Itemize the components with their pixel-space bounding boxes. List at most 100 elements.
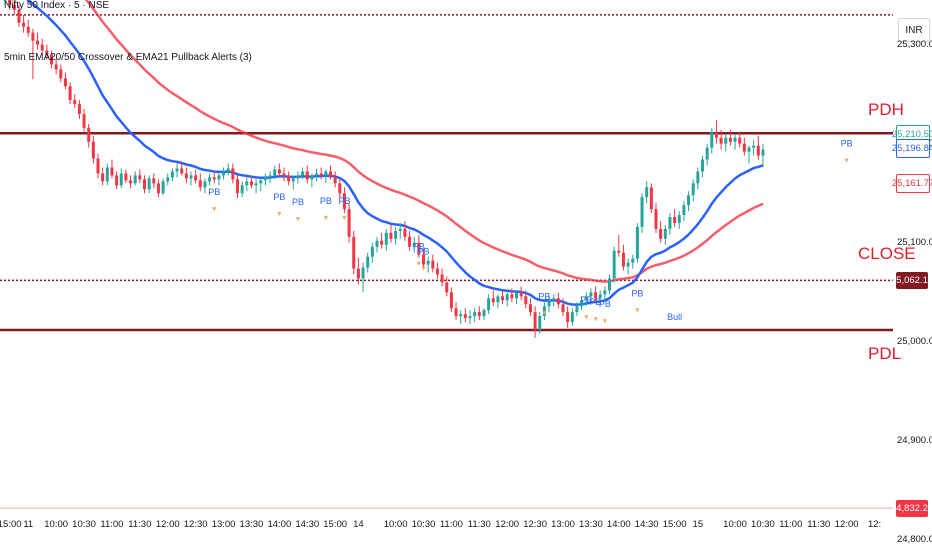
signal-arrow xyxy=(212,207,217,212)
signal-label: PB xyxy=(841,139,853,149)
signal-label: PB xyxy=(320,196,332,206)
candle xyxy=(673,209,677,227)
candle xyxy=(677,211,681,229)
candle xyxy=(584,292,588,307)
ema-slow-line xyxy=(84,0,764,283)
candle-body xyxy=(129,180,133,184)
candle-body xyxy=(594,292,598,299)
candle-body xyxy=(231,168,235,180)
signal-arrow xyxy=(421,266,426,271)
x-tick-label: 13:00 xyxy=(551,519,575,530)
candle-body xyxy=(589,292,593,297)
candle xyxy=(170,168,174,182)
price-tag: 25,196.84 xyxy=(892,138,932,158)
signal-label: PB xyxy=(292,197,304,207)
candle-body xyxy=(338,183,342,194)
candle-body xyxy=(212,177,216,180)
candle xyxy=(249,175,253,189)
y-tick-label: 24,800.00 xyxy=(897,534,932,546)
candle-body xyxy=(73,100,77,105)
currency-button[interactable]: INR xyxy=(898,18,930,42)
candle xyxy=(733,133,737,150)
candle-body xyxy=(654,209,658,229)
candle-body xyxy=(87,127,91,142)
candle xyxy=(533,306,537,338)
candle xyxy=(370,242,374,263)
candle-body xyxy=(240,185,244,194)
candle xyxy=(356,257,360,285)
candle-body xyxy=(631,258,635,263)
signal-arrow xyxy=(416,261,421,266)
candle xyxy=(8,0,12,10)
candle-body xyxy=(147,178,151,190)
price-tag: 25,062.10 xyxy=(891,272,932,290)
candle xyxy=(277,163,281,176)
candle-body xyxy=(263,177,267,181)
candle xyxy=(236,175,239,199)
candle-body xyxy=(352,236,356,269)
candle xyxy=(682,201,686,221)
signal-marker: PB xyxy=(580,295,592,320)
candle-body xyxy=(361,267,365,279)
candle-body xyxy=(510,294,514,299)
signal-label: PB xyxy=(338,196,350,206)
candle xyxy=(742,137,746,156)
candle xyxy=(152,173,156,189)
x-tick-label: 15 xyxy=(692,519,704,530)
candle xyxy=(398,222,402,239)
candle xyxy=(319,167,323,180)
candle-body xyxy=(133,175,137,184)
candle-body xyxy=(203,181,207,188)
signal-label: PB xyxy=(599,299,611,309)
candle xyxy=(166,173,170,186)
candle-body xyxy=(580,300,584,307)
candle-body xyxy=(222,171,226,176)
candle xyxy=(691,179,695,202)
candle-body xyxy=(435,268,439,275)
candle xyxy=(68,82,72,105)
candle xyxy=(394,226,398,245)
signal-label: PB xyxy=(631,288,643,298)
candle-body xyxy=(728,137,732,142)
candle xyxy=(719,129,723,150)
candle-body xyxy=(417,242,421,255)
candle xyxy=(226,163,230,176)
candle-body xyxy=(54,64,58,70)
candle xyxy=(463,308,467,323)
candle xyxy=(184,167,188,184)
candle xyxy=(528,298,532,317)
candle-body xyxy=(617,250,621,253)
candle-body xyxy=(22,22,26,27)
indicator-title[interactable]: 5min EMA20/50 Crossover & EMA21 Pullback… xyxy=(4,52,252,63)
x-tick-label: 11:00 xyxy=(100,519,124,530)
candle xyxy=(594,286,598,303)
candle-body xyxy=(389,232,393,239)
candle-body xyxy=(175,168,179,172)
candle-body xyxy=(612,250,616,279)
candle xyxy=(12,0,16,15)
candle-body xyxy=(528,304,532,313)
y-tick-label: 24,900.00 xyxy=(897,434,932,446)
signal-marker: PB xyxy=(631,288,643,313)
candle xyxy=(347,203,351,243)
candle-body xyxy=(603,290,607,295)
candle-body xyxy=(249,181,253,186)
candle-body xyxy=(556,298,560,305)
symbol-title[interactable]: Nifty 50 Index · 5 · NSE xyxy=(4,0,110,11)
signal-marker: PB xyxy=(538,291,550,316)
candle-body xyxy=(63,78,67,87)
candle xyxy=(747,145,751,164)
candle xyxy=(161,178,165,196)
signal-marker: PB xyxy=(292,197,304,222)
candle-body xyxy=(742,143,746,152)
candle xyxy=(338,178,342,199)
x-tick-label: 11:30 xyxy=(128,519,152,530)
ema-lines xyxy=(26,0,764,306)
candle xyxy=(222,167,226,180)
candle-body xyxy=(538,316,542,330)
candle xyxy=(259,177,263,192)
candle xyxy=(133,171,137,186)
candle-body xyxy=(277,169,281,174)
